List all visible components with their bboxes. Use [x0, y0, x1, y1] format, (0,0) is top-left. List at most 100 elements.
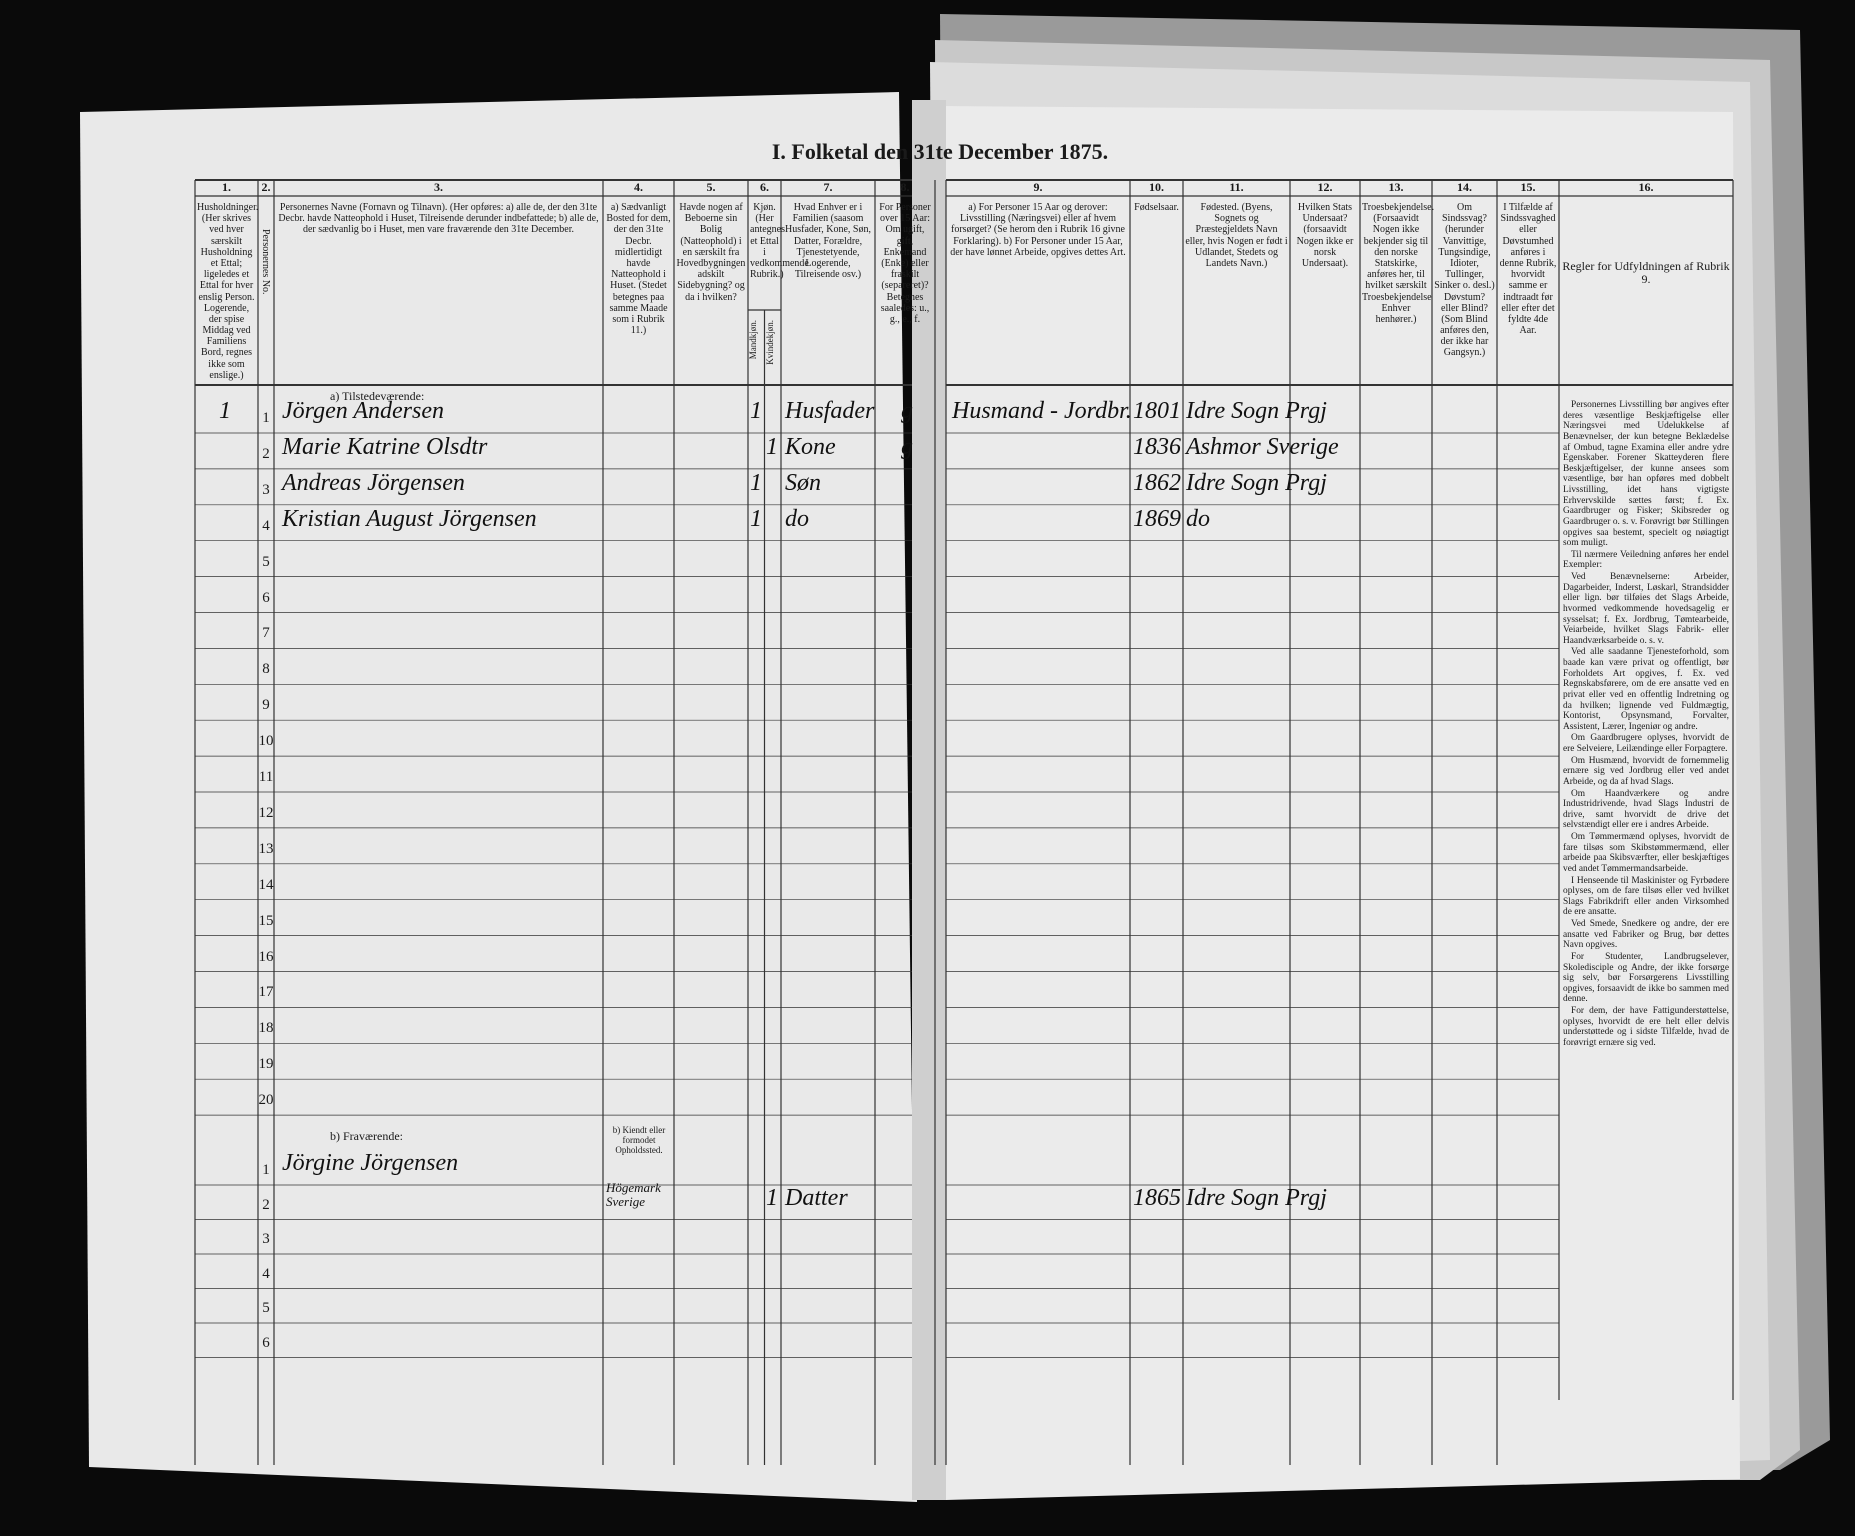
title: I. Folketal den 31te December 1875. — [771, 139, 1109, 164]
column-header: I Tilfælde af Sindssvaghed eller Døvstum… — [1499, 202, 1557, 337]
birthplace-entry: Idre Sogn Prgj — [1186, 398, 1327, 424]
row-number: 3 — [262, 1231, 270, 1247]
column-number: 7. — [823, 180, 833, 194]
ruling — [194, 179, 1734, 1465]
column-header: Personernes No. — [260, 229, 271, 295]
birthplace-entry: do — [1186, 505, 1210, 532]
column-header: Hvad Enhver er i Familien (saasom Husfad… — [785, 202, 871, 281]
row-number: 6 — [262, 589, 270, 606]
male-entry: 1 — [750, 398, 762, 424]
residence-label: b) Kiendt eller formodet Opholdssted. — [612, 1125, 666, 1156]
left-page — [80, 92, 917, 1502]
birthplace-entry: Idre Sogn Prgj — [1186, 1184, 1327, 1211]
column-number: 15. — [1520, 180, 1536, 194]
column-number: 1. — [222, 180, 231, 194]
right-page — [940, 106, 1740, 1500]
row-number: 1 — [262, 410, 270, 426]
column-number: 9. — [1033, 180, 1043, 194]
male-entry: 1 — [750, 469, 762, 496]
rule-paragraph: I Henseende til Maskinister og Fyrbødere… — [1563, 875, 1729, 918]
family-entry: Søn — [785, 469, 821, 496]
row-number: 8 — [262, 661, 270, 678]
family-entry: Husfader — [785, 398, 875, 424]
gutter — [912, 100, 946, 1500]
row-number: 16 — [258, 948, 274, 965]
column-header: Personernes Navne (Fornavn og Tilnavn). … — [278, 202, 599, 236]
column-number: 6. — [760, 180, 769, 194]
row-number: 6 — [262, 1334, 270, 1351]
section-label: b) Fraværende: — [330, 1129, 403, 1143]
column-number: 16. — [1638, 180, 1654, 194]
column-number: 14. — [1457, 180, 1472, 194]
column-header: Fødested. (Byens, Sognets og Præstegjeld… — [1185, 202, 1288, 269]
row-number: 1 — [262, 1162, 270, 1178]
family-entry: do — [785, 505, 809, 532]
name-entry: Marie Katrine Olsdtr — [282, 433, 488, 460]
rule-paragraph: Til nærmere Veiledning anføres her endel… — [1563, 549, 1729, 571]
name-entry: Kristian August Jörgensen — [282, 505, 537, 532]
family-entry: Kone — [785, 433, 836, 460]
column-header: Havde nogen af Beboerne sin Bolig (Natte… — [676, 202, 746, 303]
rule-paragraph: Om Haandværkere og andre Industridrivend… — [1563, 788, 1729, 831]
marital-entry: g — [901, 398, 913, 424]
rule-paragraph: Personernes Livsstilling bør angives eft… — [1563, 400, 1729, 549]
column-header: Om Sindssvag? (herunder Vanvittige, Tung… — [1434, 202, 1495, 359]
column-header: Troesbekjendelse. (Forsaavidt Nogen ikke… — [1362, 202, 1435, 325]
name-entry: Jörgine Jörgensen — [282, 1150, 459, 1176]
sex-subheader: Mandkjøn. — [748, 320, 758, 360]
row-number: 2 — [262, 445, 270, 462]
name-entry: Jörgen Andersen — [282, 398, 444, 424]
column-header: For Personer over 15 Aar: Om ugift, gift… — [879, 202, 931, 325]
marital-entry: g — [901, 433, 913, 460]
birthplace-entry: Ashmor Sverige — [1186, 433, 1339, 460]
rule-paragraph: Ved Benævnelserne: Arbeider, Dagarbeider… — [1563, 572, 1729, 646]
male-entry: 1 — [750, 505, 762, 532]
row-number: 15 — [258, 912, 274, 929]
occupation-entry: Husmand - Jordbr. — [952, 398, 1132, 424]
rule-paragraph: Ved Smede, Snedkere og andre, der ere an… — [1563, 919, 1729, 951]
birth-year-entry: 1865 — [1133, 1184, 1181, 1211]
birth-year-entry: 1862 — [1133, 469, 1181, 496]
sex-subheader: Kvindekjøn. — [764, 320, 775, 365]
column-header: a) Sædvanligt Bosted for dem, der den 31… — [606, 202, 671, 337]
rule-paragraph: For dem, der have Fattigunderstøttelse, … — [1563, 1006, 1729, 1048]
rules-text: Personernes Livsstilling bør angives eft… — [1563, 400, 1729, 1050]
column-number: 11. — [1229, 180, 1244, 194]
column-number: 13. — [1388, 180, 1404, 194]
row-number: 17 — [258, 984, 274, 1001]
row-number: 4 — [262, 1265, 270, 1282]
rule-paragraph: Ved alle saadanne Tjenesteforhold, som b… — [1563, 647, 1729, 732]
rule-paragraph: Om Tømmermænd oplyses, hvorvidt de fare … — [1563, 832, 1729, 874]
section-label: a) Tilstedeværende: — [330, 389, 425, 403]
column-header: Husholdninger. (Her skrives ved hver sær… — [197, 202, 259, 381]
column-number: 2. — [261, 180, 271, 194]
row-number: 10 — [258, 733, 274, 750]
column-number: 5. — [706, 180, 716, 194]
row-number: 13 — [258, 840, 274, 857]
household-entry: 1 — [219, 398, 231, 424]
birth-year-entry: 1836 — [1133, 433, 1181, 460]
row-number: 2 — [262, 1196, 270, 1213]
column-header: Hvilken Stats Undersaat? (forsaavidt Nog… — [1296, 202, 1354, 269]
column-header: Regler for Udfyldningen af Rubrik 9. — [1562, 259, 1730, 287]
row-number: 9 — [262, 697, 270, 714]
row-number: 4 — [262, 517, 270, 534]
row-number: 12 — [258, 804, 274, 821]
row-number: 5 — [262, 553, 270, 570]
column-header: Fødselsaar. — [1134, 202, 1179, 213]
rule-paragraph: Om Husmænd, hvorvidt de fornemmelig ernæ… — [1563, 755, 1729, 787]
column-number: 4. — [634, 180, 643, 194]
column-number: 12. — [1317, 180, 1333, 194]
birth-year-entry: 1801 — [1133, 398, 1181, 424]
row-number: 14 — [258, 876, 274, 893]
name-entry: Andreas Jörgensen — [282, 469, 465, 496]
column-number: 3. — [434, 180, 443, 194]
family-entry: Datter — [785, 1184, 848, 1211]
column-header: Kjøn. (Her antegnes et Ettal i vedkommen… — [750, 202, 809, 281]
rule-paragraph: For Studenter, Landbrugselever, Skoledis… — [1563, 951, 1729, 1005]
birth-year-entry: 1869 — [1133, 505, 1181, 532]
row-number: 11 — [258, 769, 274, 785]
row-number: 20 — [258, 1092, 274, 1109]
